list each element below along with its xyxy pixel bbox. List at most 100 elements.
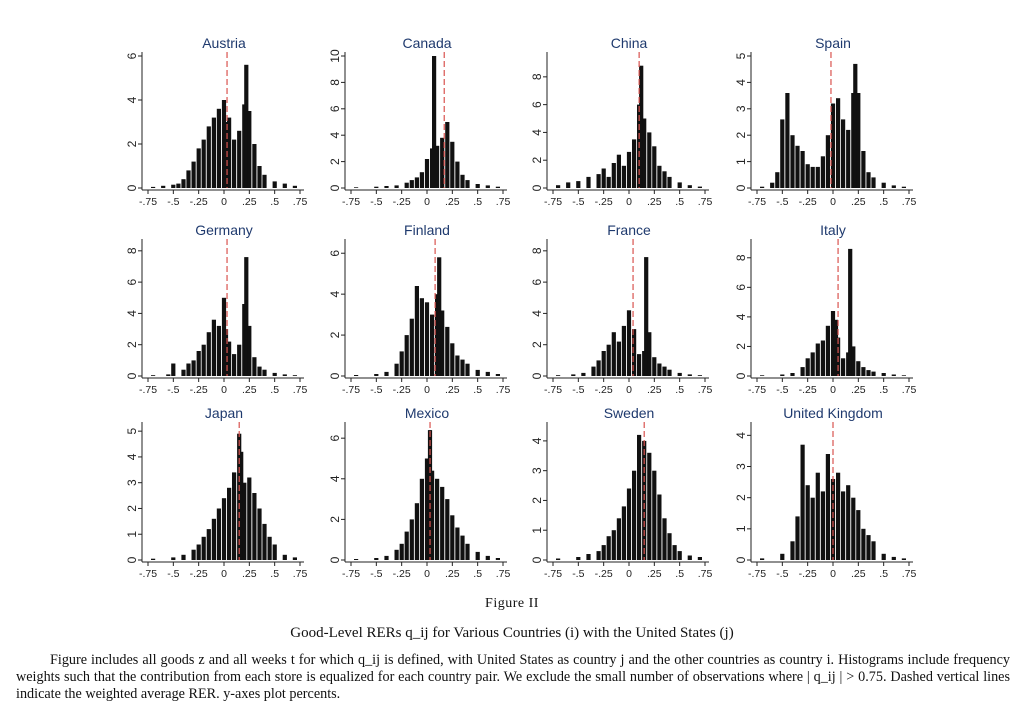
histogram-bar (836, 472, 841, 560)
y-tick-label: 6 (328, 435, 342, 442)
x-tick-label: -.5 (370, 384, 382, 396)
x-tick-label: -.5 (572, 568, 584, 580)
histogram-bar (780, 119, 785, 188)
y-tick-label: 2 (734, 132, 748, 139)
histogram-bar (432, 56, 437, 188)
panel-title: Sweden (604, 405, 655, 421)
histogram-bar (672, 545, 677, 560)
histogram-bar (475, 369, 480, 376)
y-tick-label: 5 (125, 427, 139, 434)
histogram-bar (445, 122, 450, 188)
histogram-bar (621, 506, 626, 560)
histogram-bar (227, 341, 232, 376)
histogram-bar (171, 184, 176, 188)
panel-title: Italy (820, 222, 846, 238)
histogram-bar (795, 516, 800, 560)
histogram-bar (227, 487, 232, 560)
x-tick-label: .5 (879, 384, 888, 396)
x-tick-label: .25 (445, 568, 460, 580)
histogram-bar (223, 122, 229, 188)
x-tick-label: .25 (242, 384, 257, 396)
x-tick-label: 0 (830, 568, 836, 580)
x-tick-label: .5 (675, 568, 684, 580)
panel-title: China (611, 35, 648, 51)
y-tick-label: 4 (328, 475, 342, 482)
histogram-bar (815, 472, 820, 560)
histogram-bar (171, 557, 176, 560)
histogram-bar (292, 185, 297, 188)
histogram-bar (805, 164, 810, 188)
histogram-bar (223, 329, 229, 376)
histogram-bar (825, 325, 830, 376)
histogram-bar (201, 139, 206, 188)
x-tick-label: .75 (698, 568, 713, 580)
histogram-bar (435, 145, 440, 188)
histogram-bar (232, 354, 237, 376)
histogram-bar (606, 344, 611, 376)
histogram-bar (201, 344, 206, 376)
x-tick-label: -.25 (799, 568, 817, 580)
x-tick-label: -.5 (167, 196, 179, 208)
panel-mexico: Mexico 0 2 4 6 -.75 -.5 -.25 0 .25 .5 .75 (328, 405, 510, 580)
histogram-bar (244, 257, 249, 376)
panel-title: Germany (195, 222, 253, 238)
panel-japan: Japan 0 1 2 3 4 5 -.75 -.5 -.25 0 .25 .5 .75 (125, 405, 307, 580)
histogram-bar (424, 302, 430, 376)
histogram-bar (394, 549, 399, 560)
histogram-bar (790, 541, 795, 560)
x-tick-label: .25 (851, 196, 866, 208)
x-tick-label: .5 (879, 568, 888, 580)
histogram-bar (825, 454, 830, 560)
y-tick-label: 0 (125, 372, 139, 379)
y-tick-label: 8 (530, 247, 544, 254)
histogram-bar (495, 558, 500, 560)
x-tick-label: 0 (424, 568, 430, 580)
histogram-bar (642, 118, 647, 188)
histogram-bar (282, 374, 287, 376)
x-tick-label: -.75 (544, 196, 562, 208)
histogram-bar (206, 126, 211, 188)
y-tick-label: 2 (328, 158, 342, 165)
histogram-bar (211, 518, 216, 560)
x-tick-label: -.5 (370, 568, 382, 580)
x-tick-label: -.75 (342, 568, 360, 580)
histogram-bar (871, 177, 876, 188)
histogram-bar (836, 98, 841, 188)
histogram-bar (252, 357, 257, 376)
histogram-bar (667, 533, 672, 560)
histogram-bar (652, 357, 657, 376)
histogram-bar (657, 494, 662, 560)
histogram-bar (586, 554, 591, 560)
histogram-bar (790, 373, 795, 376)
histogram-bar (151, 375, 156, 376)
histogram-bar (242, 482, 247, 560)
histogram-bar (161, 185, 166, 188)
x-tick-label: .25 (647, 196, 662, 208)
histogram-bar (445, 326, 450, 376)
histogram-bar (272, 372, 277, 376)
histogram-bar (790, 135, 795, 188)
x-tick-label: .75 (496, 568, 511, 580)
panel-sweden: Sweden 0 1 2 3 4 -.75 -.5 -.25 0 .25 .5 .75 (530, 405, 712, 580)
histogram-bar (760, 375, 765, 376)
histogram-bar (216, 325, 221, 376)
histogram-bar (404, 182, 409, 188)
histogram-bar (606, 536, 611, 560)
y-tick-label: 4 (530, 310, 544, 317)
histogram-bar (830, 479, 836, 560)
x-tick-label: 0 (626, 196, 632, 208)
histogram-bar (861, 528, 866, 560)
x-tick-label: 0 (626, 568, 632, 580)
histogram-bar (861, 367, 866, 376)
histogram-bar (211, 319, 216, 376)
histogram-bar (272, 544, 277, 560)
histogram-bar (247, 111, 252, 188)
histogram-bar (652, 470, 657, 560)
panel-title: United Kingdom (783, 405, 883, 421)
x-tick-label: .5 (675, 384, 684, 396)
histogram-bar (232, 472, 237, 560)
histogram-bar (374, 558, 379, 560)
y-tick-label: 5 (734, 52, 748, 59)
histogram-bar (677, 182, 682, 188)
x-tick-label: -.25 (595, 568, 613, 580)
